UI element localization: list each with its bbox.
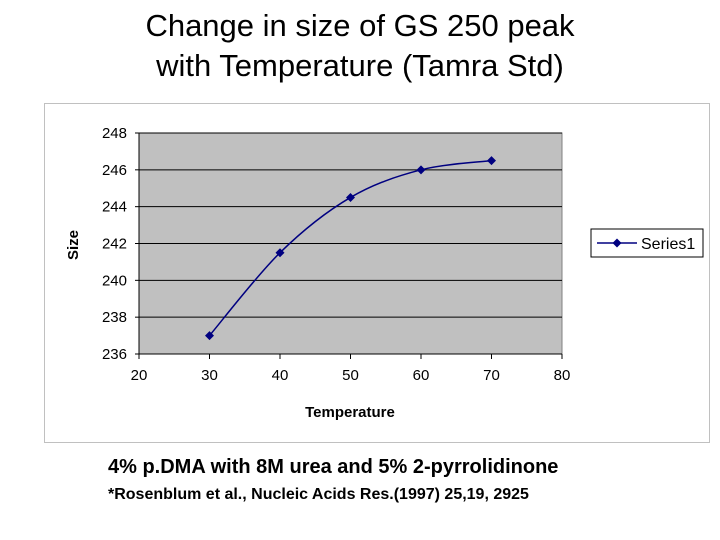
axes — [138, 133, 563, 359]
caption: 4% p.DMA with 8M urea and 5% 2-pyrrolidi… — [108, 456, 559, 478]
y-axis-label: Size — [65, 230, 82, 260]
line-chart: 236 238 240 242 244 246 248 20 30 40 50 60 70 80 Tem… — [65, 125, 704, 421]
x-tick-label: 80 — [554, 367, 571, 384]
y-tick-labels: 236 238 240 242 244 246 248 — [102, 125, 127, 363]
x-tick-label: 50 — [342, 367, 359, 384]
y-tick-label: 238 — [102, 309, 127, 326]
data-point-marker — [487, 156, 496, 166]
legend: Series1 — [590, 228, 704, 258]
data-point-marker — [205, 331, 214, 341]
y-tick-label: 236 — [102, 346, 127, 363]
data-point-marker — [416, 165, 426, 175]
slide-title: Change in size of GS 250 peak with Tempe… — [0, 6, 720, 86]
series-line — [208, 159, 492, 337]
series-markers — [205, 156, 496, 341]
y-tick-label: 248 — [102, 125, 127, 142]
data-point-marker — [275, 248, 285, 258]
x-tick-label: 40 — [272, 367, 289, 384]
x-tick-label: 60 — [413, 367, 430, 384]
x-tick-label: 20 — [131, 367, 148, 384]
y-tick-label: 244 — [102, 199, 127, 216]
chart-frame: 236 238 240 242 244 246 248 20 30 40 50 60 70 80 Tem… — [44, 103, 710, 443]
y-tick-label: 246 — [102, 162, 127, 179]
x-tick-labels: 20 30 40 50 60 70 80 — [131, 367, 571, 384]
legend-marker — [612, 238, 622, 248]
title-line-2: with Temperature (Tamra Std) — [156, 48, 564, 83]
x-tick-label: 70 — [483, 367, 500, 384]
data-point-marker — [346, 192, 355, 202]
citation: *Rosenblum et al., Nucleic Acids Res.(19… — [108, 486, 529, 503]
x-axis-label: Temperature — [305, 404, 395, 421]
y-tick-label: 240 — [102, 272, 127, 289]
legend-label: Series1 — [641, 236, 695, 253]
x-tick-label: 30 — [201, 367, 218, 384]
y-tick-label: 242 — [102, 236, 127, 253]
title-line-1: Change in size of GS 250 peak — [145, 8, 575, 43]
